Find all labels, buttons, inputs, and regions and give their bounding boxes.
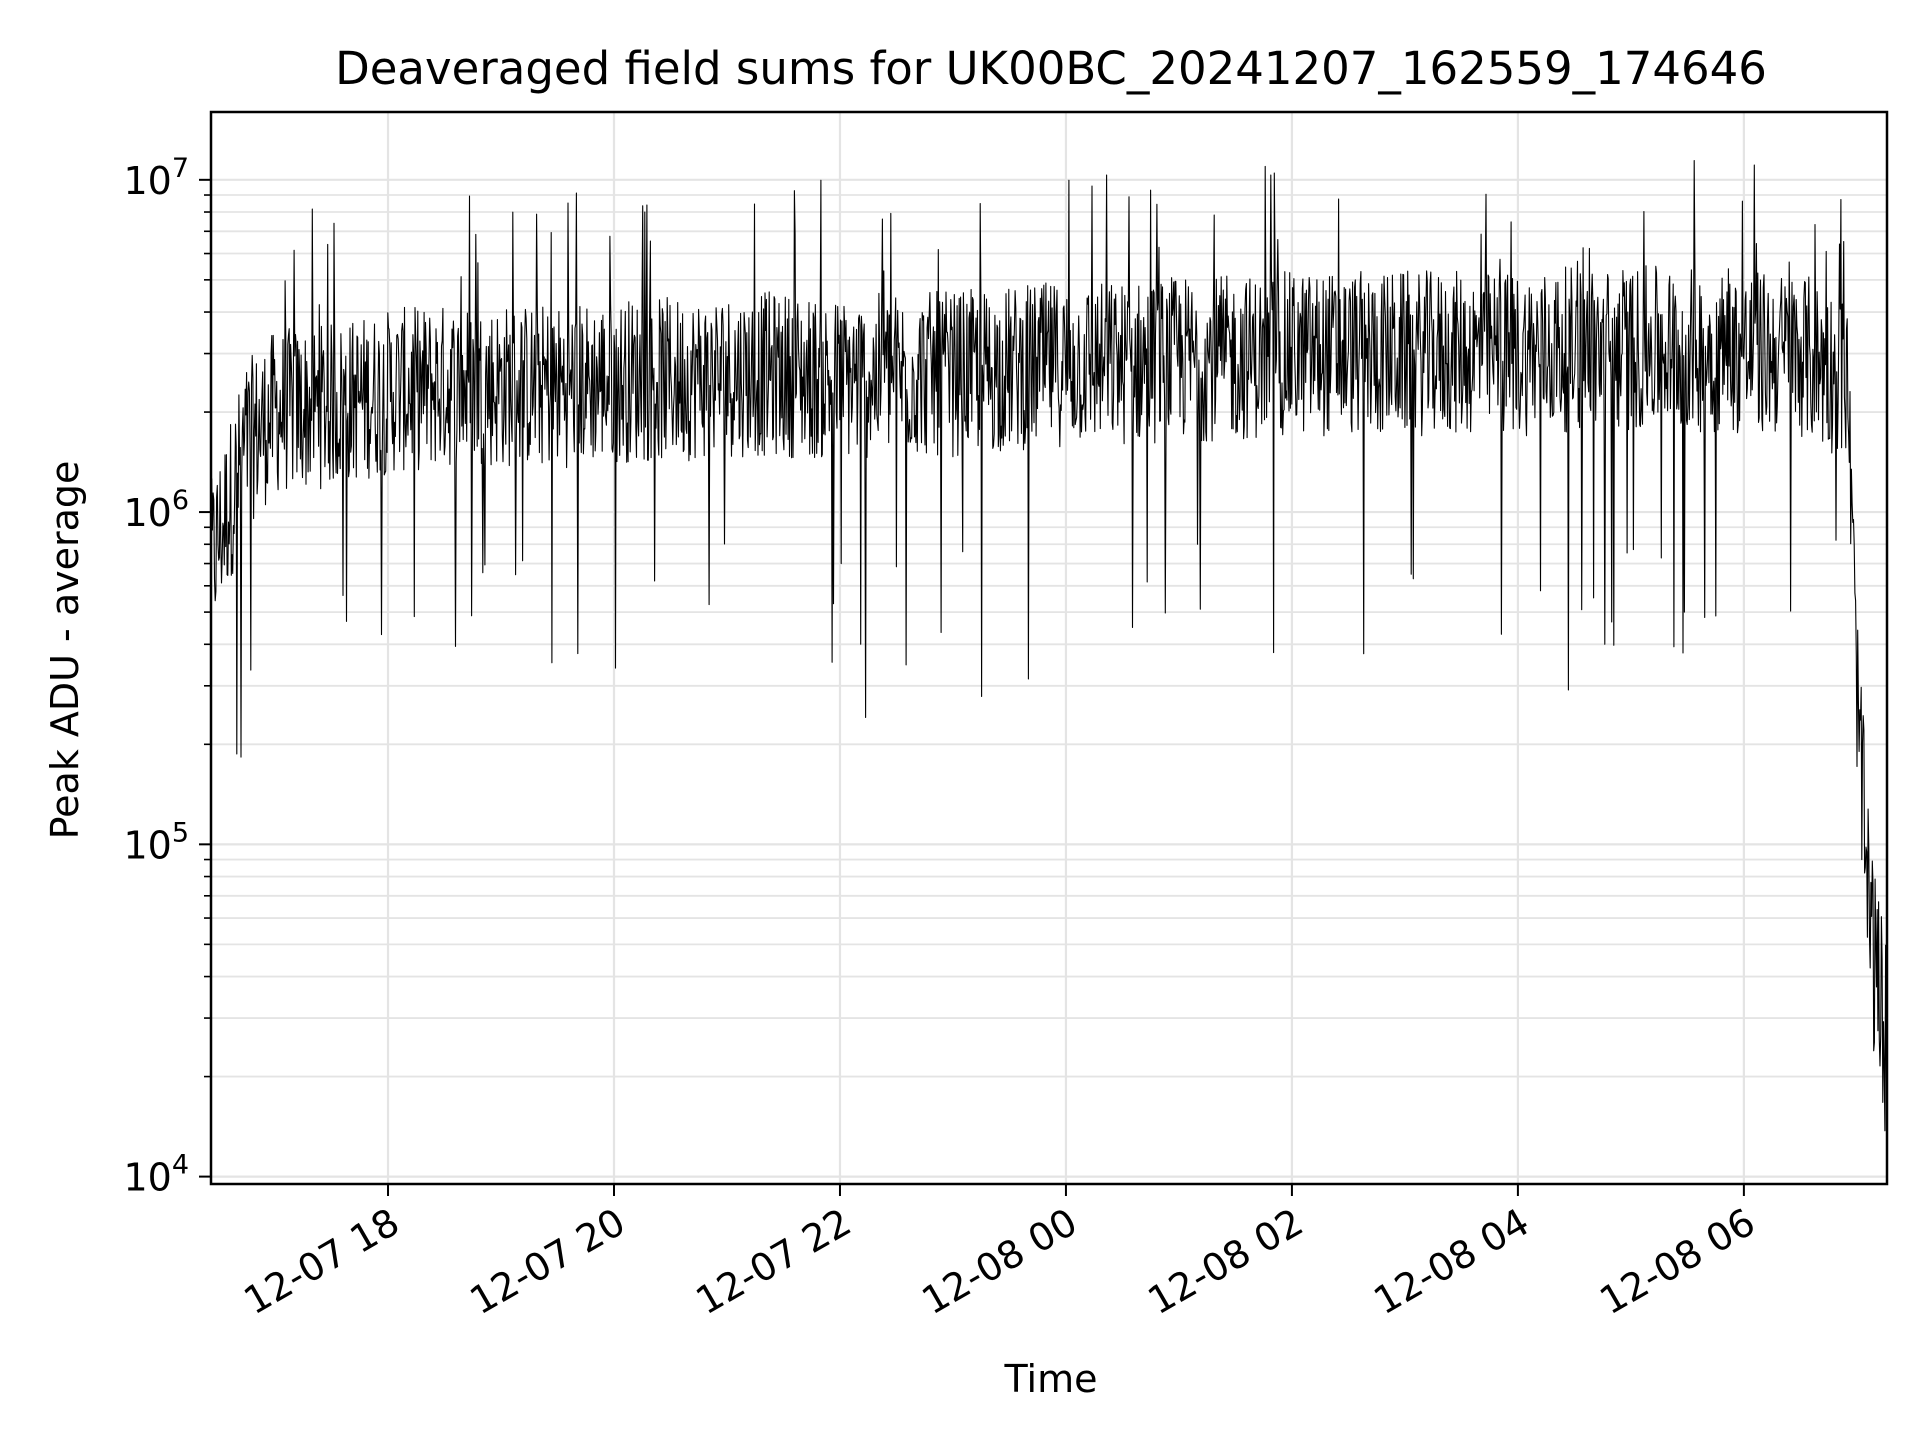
x-axis-label: Time — [1004, 1357, 1098, 1401]
plot-area — [210, 160, 1888, 1132]
y-tick-label: 104 — [123, 1150, 189, 1200]
y-axis-label: Peak ADU - average — [43, 461, 87, 840]
data-series-line — [210, 160, 1888, 1132]
plot-frame — [209, 110, 1889, 1186]
y-tick-label: 105 — [123, 817, 189, 867]
y-axis: 104 105 106 107 — [123, 153, 211, 1200]
y-tick-label: 107 — [123, 153, 189, 203]
y-tick-label: 106 — [123, 485, 189, 535]
chart-title: Deaveraged field sums for UK00BC_2024120… — [335, 42, 1767, 95]
